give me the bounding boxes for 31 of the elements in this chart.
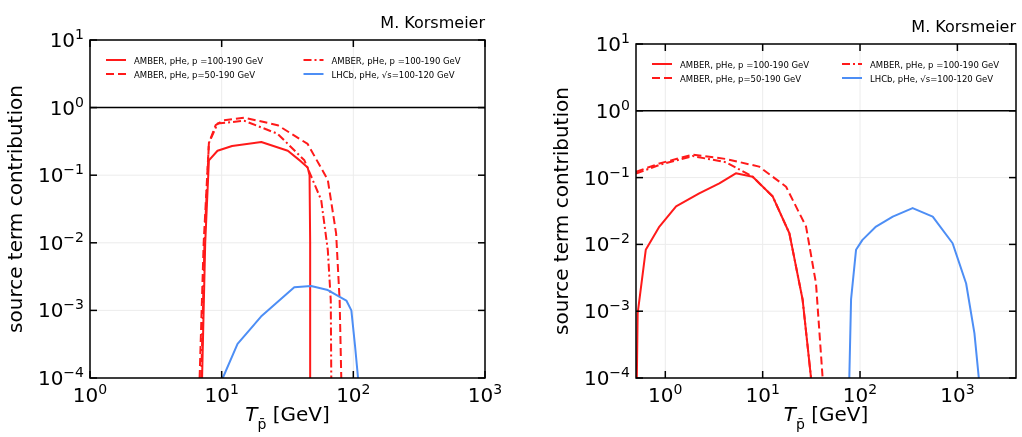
- y-tick-label: 10$^{−1}$: [583, 163, 630, 190]
- y-tick-label: 10$^{−1}$: [37, 161, 84, 188]
- x-tick-label: 10$^{1}$: [204, 381, 239, 407]
- x-tick-label: 10$^{0}$: [648, 381, 683, 407]
- x-tick-label: 10$^{3}$: [467, 381, 503, 407]
- chart-title: M. Korsmeier: [380, 13, 486, 32]
- x-tick-label: 10$^{2}$: [336, 381, 371, 407]
- x-tick-label: 10$^{1}$: [745, 381, 780, 407]
- legend-label: AMBER, pHe, p=50-190 GeV: [134, 69, 256, 80]
- y-tick-label: 10$^{0}$: [49, 93, 84, 120]
- y-tick-label: 10$^{1}$: [595, 30, 630, 56]
- y-tick-label: 10$^{−4}$: [583, 364, 631, 390]
- legend-label: AMBER, pHe, p=50-190 GeV: [680, 73, 802, 84]
- y-tick-label: 10$^{−2}$: [37, 228, 84, 255]
- legend-label: AMBER, pHe, p =100-190 GeV: [680, 59, 810, 70]
- y-axis-title: source term contribution: [549, 87, 573, 335]
- y-tick-label: 10$^{−2}$: [583, 230, 630, 257]
- legend-label: LHCb, pHe, √s=100-120 GeV: [331, 69, 455, 80]
- x-axis-title: T$_{p̄}$ [GeV]: [245, 402, 330, 432]
- y-axis-title: source term contribution: [3, 85, 27, 333]
- legend-label: LHCb, pHe, √s=100-120 GeV: [870, 73, 994, 84]
- legend-label: AMBER, pHe, p =100-190 GeV: [134, 55, 264, 66]
- legend-label: AMBER, pHe, p =100-190 GeV: [870, 59, 1000, 70]
- x-tick-label: 10$^{0}$: [72, 381, 108, 407]
- chart-title: M. Korsmeier: [911, 17, 1017, 36]
- y-tick-label: 10$^{0}$: [595, 96, 630, 123]
- y-tick-label: 10$^{−3}$: [37, 296, 84, 323]
- y-tick-label: 10$^{−3}$: [583, 297, 630, 324]
- x-tick-label: 10$^{3}$: [940, 381, 975, 407]
- y-tick-label: 10$^{1}$: [49, 26, 84, 52]
- legend-label: AMBER, pHe, p =100-190 GeV: [331, 55, 461, 66]
